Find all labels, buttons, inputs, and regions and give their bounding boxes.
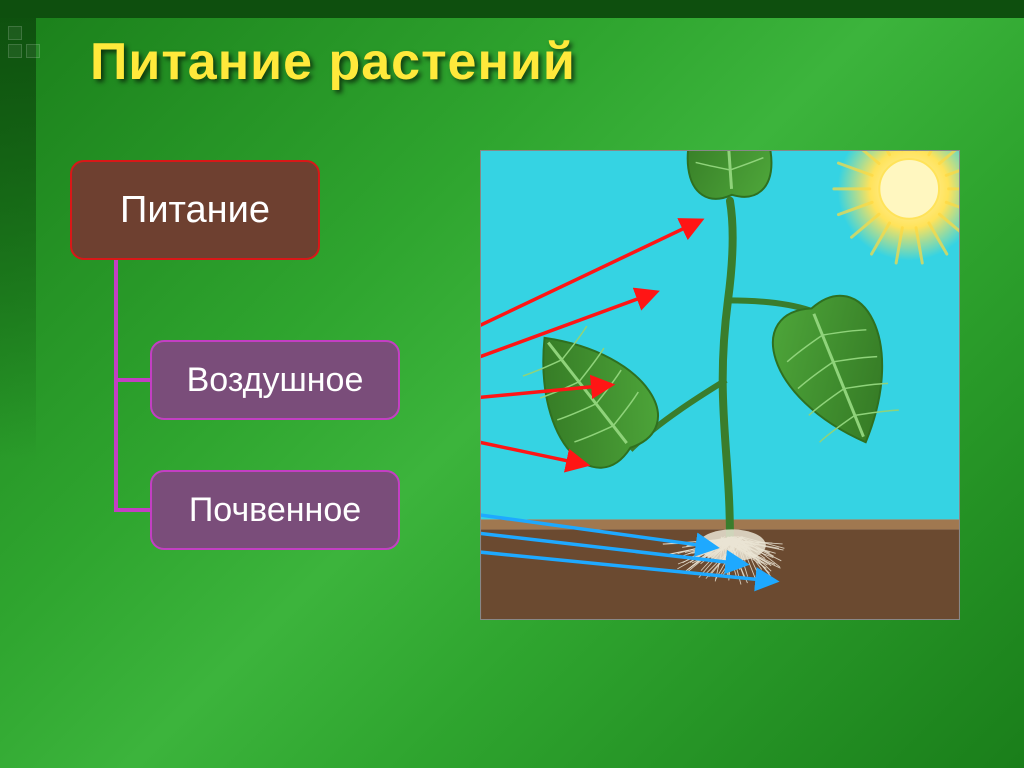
plant-illustration: [480, 150, 960, 620]
node-root: Питание: [70, 160, 320, 260]
accent-square: [8, 44, 22, 58]
tree-connector: [114, 378, 150, 382]
tree-connector: [114, 260, 118, 510]
node-air: Воздушное: [150, 340, 400, 420]
node-soil: Почвенное: [150, 470, 400, 550]
accent-square: [8, 26, 22, 40]
node-root-label: Питание: [120, 189, 270, 232]
slide-title: Питание растений: [90, 32, 576, 92]
accent-square: [26, 44, 40, 58]
node-air-label: Воздушное: [187, 361, 364, 400]
tree-connector: [114, 508, 150, 512]
slide-accent-top: [0, 0, 1024, 18]
node-soil-label: Почвенное: [189, 491, 361, 530]
plant-svg: [481, 151, 959, 619]
slide-accent-side: [0, 0, 36, 768]
